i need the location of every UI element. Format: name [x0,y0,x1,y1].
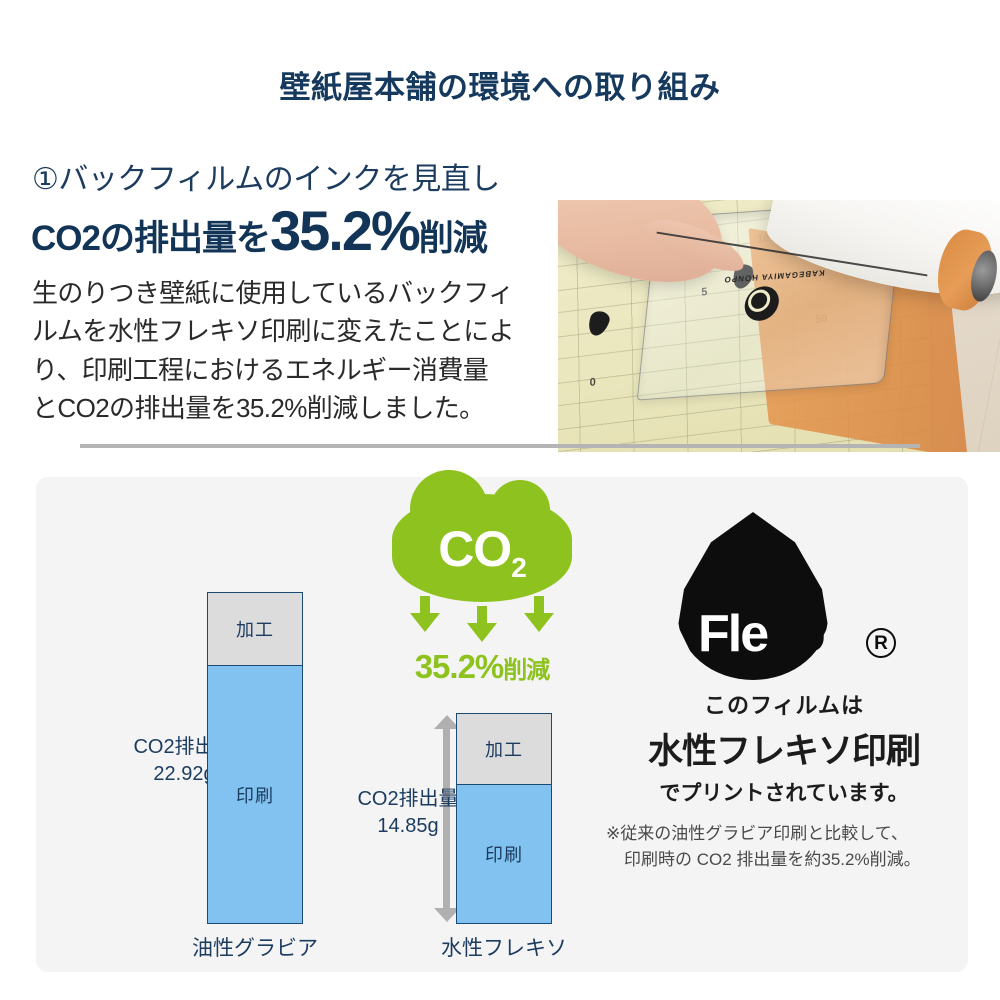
flexo-caption-line3: でプリントされています。 [659,782,909,805]
body-copy-line: り、印刷工程におけるエネルギー消費量 [32,354,489,385]
co2-cloud-icon: CO2 [392,470,572,602]
flexo-word-xo: xo [767,605,826,663]
body-copy-line: 生のりつき壁紙に使用しているバックフィ [32,278,514,308]
co2-reduction-caption: 35.2%削減 [372,648,592,686]
co2-main-text: CO [438,521,512,577]
co2-subscript-text: 2 [511,552,527,583]
flexo-caption-line2: 水性フレキソ印刷 [647,732,921,771]
reduction-value-text: 35.2% [414,648,505,685]
backfilm-photo: 0 5 10 50 KABEGAMIYA HONPO [558,200,1000,452]
arrow-shaft [443,725,450,912]
intro-body-copy: 生のりつき壁紙に使用しているバックフィ ルムを水性フレキソ印刷に変えたことによ … [32,274,544,428]
photo-film-logo-icon [743,285,782,323]
body-copy-line: とCO2の排出量を35.2%削減しました。 [32,393,485,424]
chart-category-label-oil: 油性グラビア [192,937,318,960]
flexo-logo: Flexo R [666,512,902,684]
flexo-word-le: le [727,605,769,663]
total-value-text: 14.85g [377,815,439,837]
flexo-footnote: ※従来の油性グラビア印刷と比較して、 印刷時の CO2 排出量を約35.2%削減… [600,821,968,872]
arrow-down-head-icon [434,908,460,922]
flexo-word-f: F [698,605,730,663]
co2-reduction-graphic: CO2 35.2%削減 [372,470,592,686]
bar-segment-print: 印刷 [207,666,303,924]
footnote-line2: 印刷時の CO2 排出量を約35.2%削減。 [624,849,921,869]
headline-prefix: CO2の排出量を [31,219,271,258]
cloud-shape [392,470,572,602]
bar-segment-print: 印刷 [456,785,552,924]
bar-segment-process: 加工 [207,592,303,666]
intro-lead-line: ①バックフィルムのインクを見直し [32,163,500,196]
chart-total-label-water: CO2排出量 14.85g [328,786,488,840]
headline-suffix: 削減 [418,219,488,258]
co2-text: CO2 [392,520,572,584]
chart-bar-oil-gravure: 加工 印刷 [207,592,303,924]
flexo-caption-line1: このフィルムは [703,693,865,718]
bar-segment-process: 加工 [456,713,552,785]
chart-baseline-axis [80,444,920,448]
page-title: 壁紙屋本舗の環境への取り組み [279,70,721,105]
footnote-line1: ※従来の油性グラビア印刷と比較して、 [606,824,908,843]
registered-trademark-icon: R [866,628,896,658]
chart-total-arrow-water [434,715,460,922]
intro-headline: CO2の排出量を 35.2% 削減 [31,199,488,262]
flexo-wordmark: Flexo [698,605,826,663]
flexo-certification-block: Flexo R このフィルムは 水性フレキソ印刷 でプリントされています。 ※従… [600,512,968,872]
chart-bar-water-flexo: 加工 印刷 [456,713,552,924]
total-label-text: CO2排出量 [357,788,459,810]
photo-scale-mark: 0 [589,376,596,390]
headline-percent-value: 35.2% [269,199,421,262]
total-value-text: 22.92g [153,763,215,785]
chart-category-label-water: 水性フレキソ [441,937,567,960]
arrow-up-head-icon [434,715,460,729]
reduction-suffix-text: 削減 [503,657,550,684]
body-copy-line: ルムを水性フレキソ印刷に変えたことによ [32,316,515,347]
co2-down-arrows [392,596,572,642]
